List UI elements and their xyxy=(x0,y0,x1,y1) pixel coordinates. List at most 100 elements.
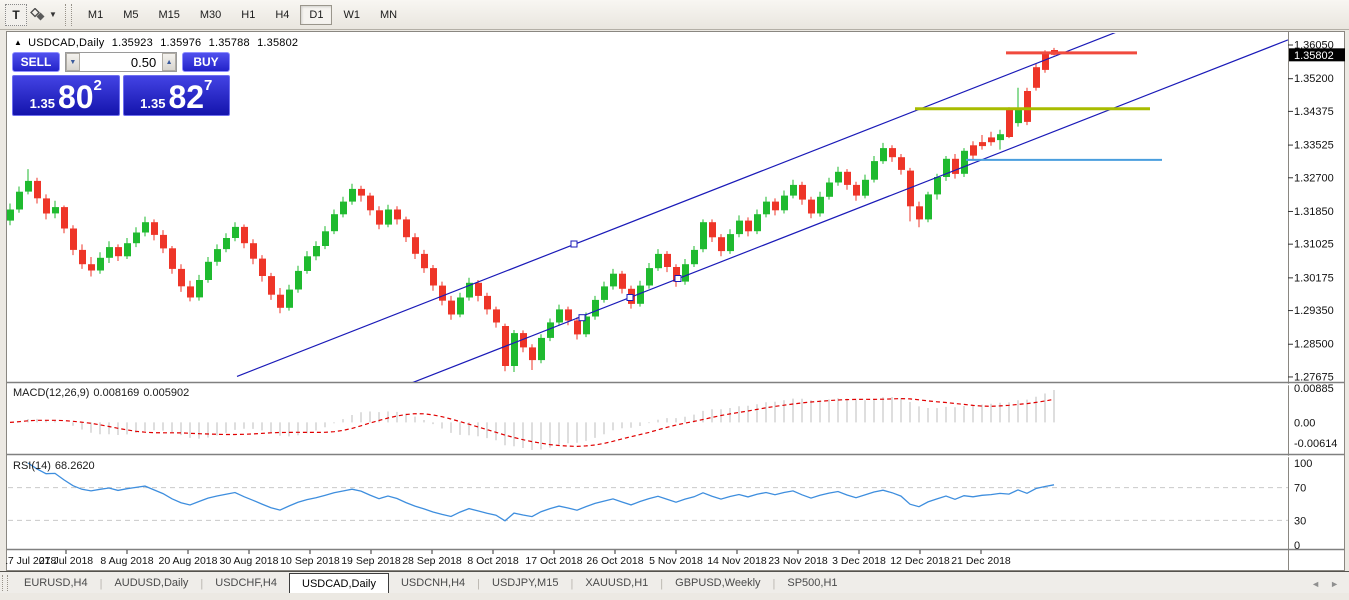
ohlc-open: 1.35923 xyxy=(111,37,153,49)
date-axis-label: 21 Dec 2018 xyxy=(951,555,1011,567)
tab-usdcnh-h4[interactable]: USDCNH,H4 xyxy=(400,577,466,589)
tab-usdjpy-m15[interactable]: USDJPY,M15 xyxy=(492,577,559,589)
chart-area[interactable]: 1.36050 1.35200 1.34375 1.33525 1.32700 1.318… xyxy=(2,31,1346,571)
sell-price-pip: 2 xyxy=(93,77,102,94)
timeframe-button-mn[interactable]: MN xyxy=(371,5,406,25)
buy-price-main: 82 xyxy=(168,78,205,115)
buy-price-prefix: 1.35 xyxy=(140,95,166,111)
tab-separator: | xyxy=(200,578,204,590)
ohlc-high: 1.35976 xyxy=(160,37,202,49)
rsi-axis-label: 0 xyxy=(1294,540,1300,552)
rsi-axis-label: 30 xyxy=(1294,515,1306,527)
price-axis-label: 1.27675 xyxy=(1294,371,1334,383)
tab-usdcad-daily[interactable]: USDCAD,Daily xyxy=(289,573,389,594)
toolbar-grip[interactable] xyxy=(64,3,72,26)
date-axis-label: 23 Nov 2018 xyxy=(768,555,828,567)
timeframe-button-m15[interactable]: M15 xyxy=(149,5,188,25)
tab-audusd-daily[interactable]: AUDUSD,Daily xyxy=(114,577,189,589)
tab-eurusd-h4[interactable]: EURUSD,H4 xyxy=(24,577,88,589)
channel-anchor-handle[interactable] xyxy=(570,240,578,248)
sell-button[interactable]: SELL xyxy=(12,52,60,72)
macd-signal-line xyxy=(9,397,1055,448)
date-axis-label: 3 Dec 2018 xyxy=(832,555,886,567)
timeframe-button-d1[interactable]: D1 xyxy=(300,4,333,25)
timeframe-button-m1[interactable]: M1 xyxy=(79,5,112,25)
price-axis-label: 1.31850 xyxy=(1294,206,1334,218)
tab-scroll-right-icon[interactable]: ► xyxy=(1330,579,1339,589)
macd-axis-label: 0.00 xyxy=(1294,417,1315,429)
date-axis-label: 19 Sep 2018 xyxy=(341,555,401,567)
rsi-axis-label: 70 xyxy=(1294,483,1306,495)
sell-price-display[interactable]: 1.35 80 2 xyxy=(12,75,120,116)
price-axis-label: 1.35200 xyxy=(1294,73,1334,85)
macd-axis-label: -0.00614 xyxy=(1294,438,1337,450)
buy-button[interactable]: BUY xyxy=(182,52,230,72)
date-axis-label: 20 Aug 2018 xyxy=(159,555,218,567)
volume-decrease-button[interactable]: ▼ xyxy=(66,53,80,71)
tabbar-grip[interactable] xyxy=(2,575,8,591)
tab-sp500-h1[interactable]: SP500,H1 xyxy=(787,577,838,589)
price-axis-label: 1.32700 xyxy=(1294,172,1334,184)
collapse-panel-icon[interactable]: ▲ xyxy=(14,38,23,47)
chart-tabs: EURUSD,H4 | AUDUSD,Daily | USDCHF,H4 USDCAD,D… xyxy=(12,573,850,594)
rsi-axis-label: 100 xyxy=(1294,458,1312,470)
tab-scroll-controls: ◄ ► xyxy=(1301,579,1349,593)
date-axis-label: 8 Oct 2018 xyxy=(467,555,519,567)
current-price-box xyxy=(1289,48,1346,62)
tab-xauusd-h1[interactable]: XAUUSD,H1 xyxy=(585,577,649,589)
macd-main-value: 0.008169 xyxy=(93,387,140,399)
macd-indicator-label: MACD(12,26,9) 0.008169 0.005902 xyxy=(13,387,193,399)
buy-price-pip: 7 xyxy=(204,77,213,94)
macd-histogram xyxy=(18,390,1055,450)
macd-signal-value: 0.005902 xyxy=(143,387,190,399)
tab-separator: | xyxy=(99,578,103,590)
objects-tool-button[interactable]: ▼ xyxy=(29,4,58,26)
current-price-label: 1.35802 xyxy=(1294,50,1334,62)
tab-separator: | xyxy=(477,578,481,590)
timeframe-button-m5[interactable]: M5 xyxy=(114,5,147,25)
timeframe-button-w1[interactable]: W1 xyxy=(334,5,369,25)
one-click-trading-panel: SELL ▼ ▲ BUY 1.35 80 2 1.35 82 7 xyxy=(12,52,230,116)
rsi-name: RSI(14) xyxy=(13,460,51,472)
ohlc-close: 1.35802 xyxy=(257,37,299,49)
price-axis-label: 1.30175 xyxy=(1294,272,1334,284)
date-axis-label: 10 Sep 2018 xyxy=(280,555,340,567)
volume-input[interactable] xyxy=(79,53,163,71)
sell-price-main: 80 xyxy=(57,78,94,115)
tab-gbpusd-weekly[interactable]: GBPUSD,Weekly xyxy=(675,577,761,589)
timeframe-button-h1[interactable]: H1 xyxy=(232,5,264,25)
chart-canvas[interactable]: 1.360501.352001.343751.335251.327001.318… xyxy=(2,31,1346,571)
date-axis-label: 8 Aug 2018 xyxy=(100,555,153,567)
text-tool-button[interactable]: T xyxy=(5,3,27,26)
sell-price-prefix: 1.35 xyxy=(29,95,55,111)
status-strip xyxy=(0,593,1349,600)
macd-name: MACD(12,26,9) xyxy=(13,387,90,399)
date-axis-label: 28 Sep 2018 xyxy=(402,555,462,567)
rsi-line xyxy=(27,462,1055,522)
channel-anchor-handle[interactable] xyxy=(578,314,586,322)
channel-anchor-handle[interactable] xyxy=(674,275,682,282)
rsi-value: 68.2620 xyxy=(54,460,95,472)
date-axis-label: 14 Nov 2018 xyxy=(707,555,767,567)
date-axis-label: 12 Dec 2018 xyxy=(890,555,950,567)
volume-increase-button[interactable]: ▲ xyxy=(162,53,176,71)
volume-spinner: ▼ ▲ xyxy=(65,52,177,72)
price-axis-label: 1.29350 xyxy=(1294,305,1334,317)
top-toolbar: T ▼ M1 M5 M15 M30 H1 H4 D1 W1 MN xyxy=(0,0,1349,30)
price-axis-label: 1.28500 xyxy=(1294,339,1334,351)
price-axis-label: 1.33525 xyxy=(1294,140,1334,152)
tab-scroll-left-icon[interactable]: ◄ xyxy=(1311,579,1321,589)
price-axis-label: 1.34375 xyxy=(1294,106,1334,118)
tab-separator: | xyxy=(772,578,776,590)
timeframe-button-h4[interactable]: H4 xyxy=(266,5,298,25)
ohlc-low: 1.35788 xyxy=(208,37,250,49)
channel-anchor-handle[interactable] xyxy=(626,294,634,301)
tab-usdchf-h4[interactable]: USDCHF,H4 xyxy=(215,577,277,589)
chart-title: ▲ USDCAD,Daily 1.35923 1.35976 1.35788 1.… xyxy=(14,37,298,49)
chart-window-frame xyxy=(6,31,1345,571)
rsi-indicator-label: RSI(14) 68.2620 xyxy=(13,460,99,472)
tab-separator: | xyxy=(570,578,574,590)
timeframe-button-m30[interactable]: M30 xyxy=(191,5,230,25)
buy-price-display[interactable]: 1.35 82 7 xyxy=(122,75,230,116)
